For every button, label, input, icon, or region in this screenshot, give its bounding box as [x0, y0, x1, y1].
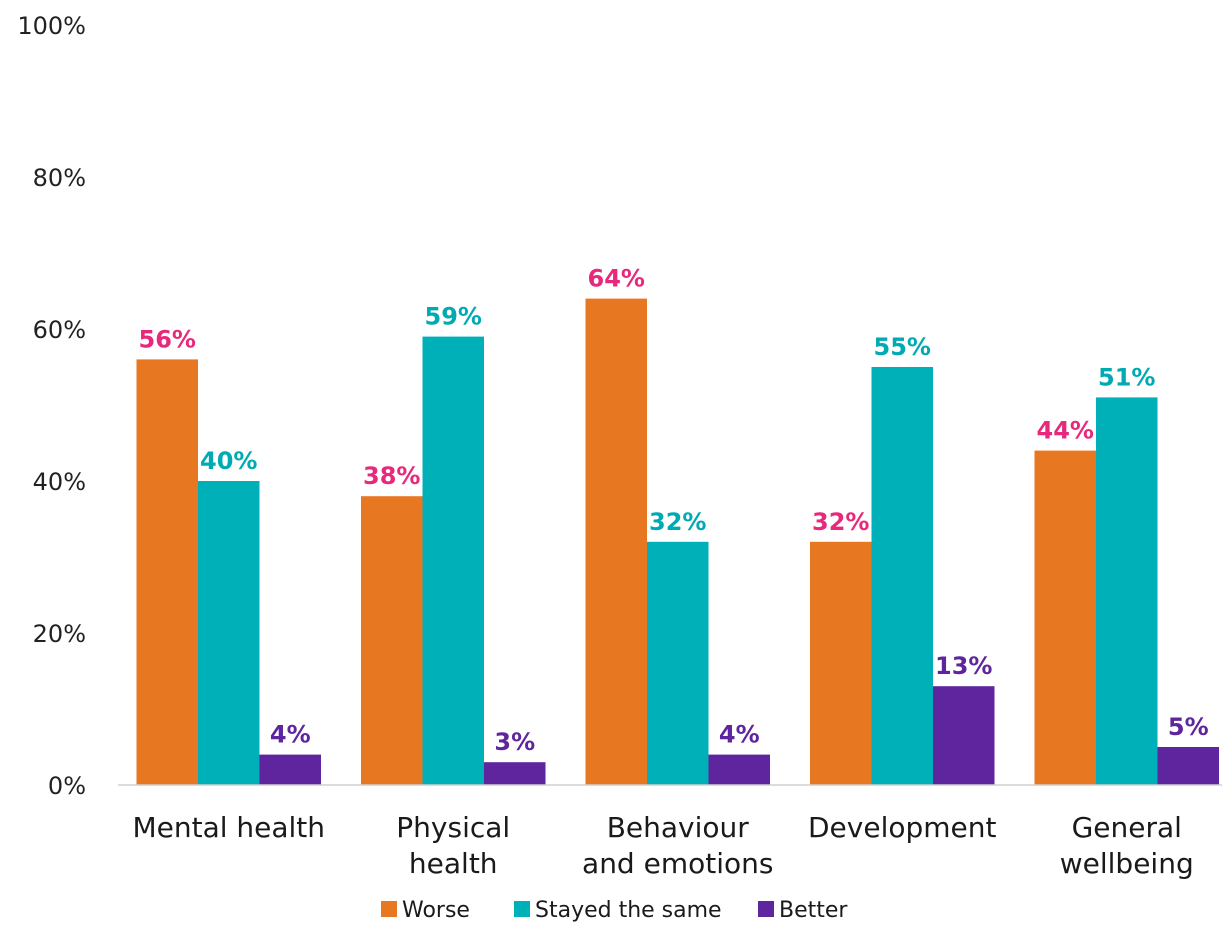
data-label: 44% — [1037, 417, 1094, 445]
category-label: Physical health — [396, 811, 510, 880]
y-tick-label: 100% — [17, 12, 86, 40]
bar-stayed-the-same — [422, 336, 484, 785]
y-tick-label: 0% — [48, 772, 86, 800]
bar-better — [1157, 747, 1219, 785]
data-label: 32% — [649, 508, 706, 536]
category-label: General wellbeing — [1060, 811, 1194, 880]
legend-label: Stayed the same — [535, 898, 722, 923]
legend-label: Better — [779, 898, 848, 923]
y-tick-label: 80% — [33, 164, 86, 192]
bars — [136, 298, 1219, 785]
bar-worse — [136, 359, 198, 785]
bar-better — [708, 754, 770, 785]
bar-worse — [361, 496, 423, 785]
y-tick-label: 40% — [33, 468, 86, 496]
data-label: 5% — [1168, 713, 1209, 741]
data-label: 59% — [425, 303, 482, 331]
bar-stayed-the-same — [198, 481, 260, 785]
y-tick-label: 60% — [33, 316, 86, 344]
bar-worse — [585, 298, 647, 785]
legend-label: Worse — [402, 898, 470, 923]
bar-better — [933, 686, 995, 785]
legend-item: Better — [758, 898, 848, 923]
data-label: 32% — [812, 508, 869, 536]
y-axis-tick-labels: 0% 20% 40% 60% 80% 100% — [17, 12, 86, 800]
legend: Worse Stayed the same Better — [381, 898, 848, 923]
data-label: 56% — [139, 325, 196, 353]
legend-item: Stayed the same — [514, 898, 722, 923]
legend-swatch — [758, 901, 774, 917]
data-label: 13% — [935, 652, 992, 680]
y-tick-label: 20% — [33, 620, 86, 648]
data-label: 4% — [270, 721, 311, 749]
data-label: 4% — [719, 721, 760, 749]
data-label: 3% — [494, 728, 535, 756]
bar-stayed-the-same — [871, 367, 933, 785]
category-label: Behaviour and emotions — [582, 811, 773, 880]
category-label: Mental health — [132, 811, 325, 844]
data-label: 51% — [1098, 363, 1155, 391]
legend-swatch — [514, 901, 530, 917]
category-label: Development — [808, 811, 997, 844]
data-label: 40% — [200, 447, 257, 475]
legend-item: Worse — [381, 898, 470, 923]
bar-better — [484, 762, 546, 785]
bar-stayed-the-same — [1096, 397, 1158, 785]
x-axis-category-labels: Mental health Physical health Behaviour and … — [132, 811, 1193, 880]
bar-worse — [1034, 450, 1096, 785]
bar-worse — [810, 541, 872, 785]
data-label: 38% — [363, 462, 420, 490]
value-labels: 56% 40% 4% 38% 59% 3% 64% 32% 4% 32% 55% 13% 44%51% 5… — [139, 265, 1209, 757]
legend-swatch — [381, 901, 397, 917]
data-label: 55% — [874, 333, 931, 361]
data-label: 64% — [588, 265, 645, 293]
bar-better — [259, 754, 321, 785]
bar-stayed-the-same — [647, 541, 709, 785]
